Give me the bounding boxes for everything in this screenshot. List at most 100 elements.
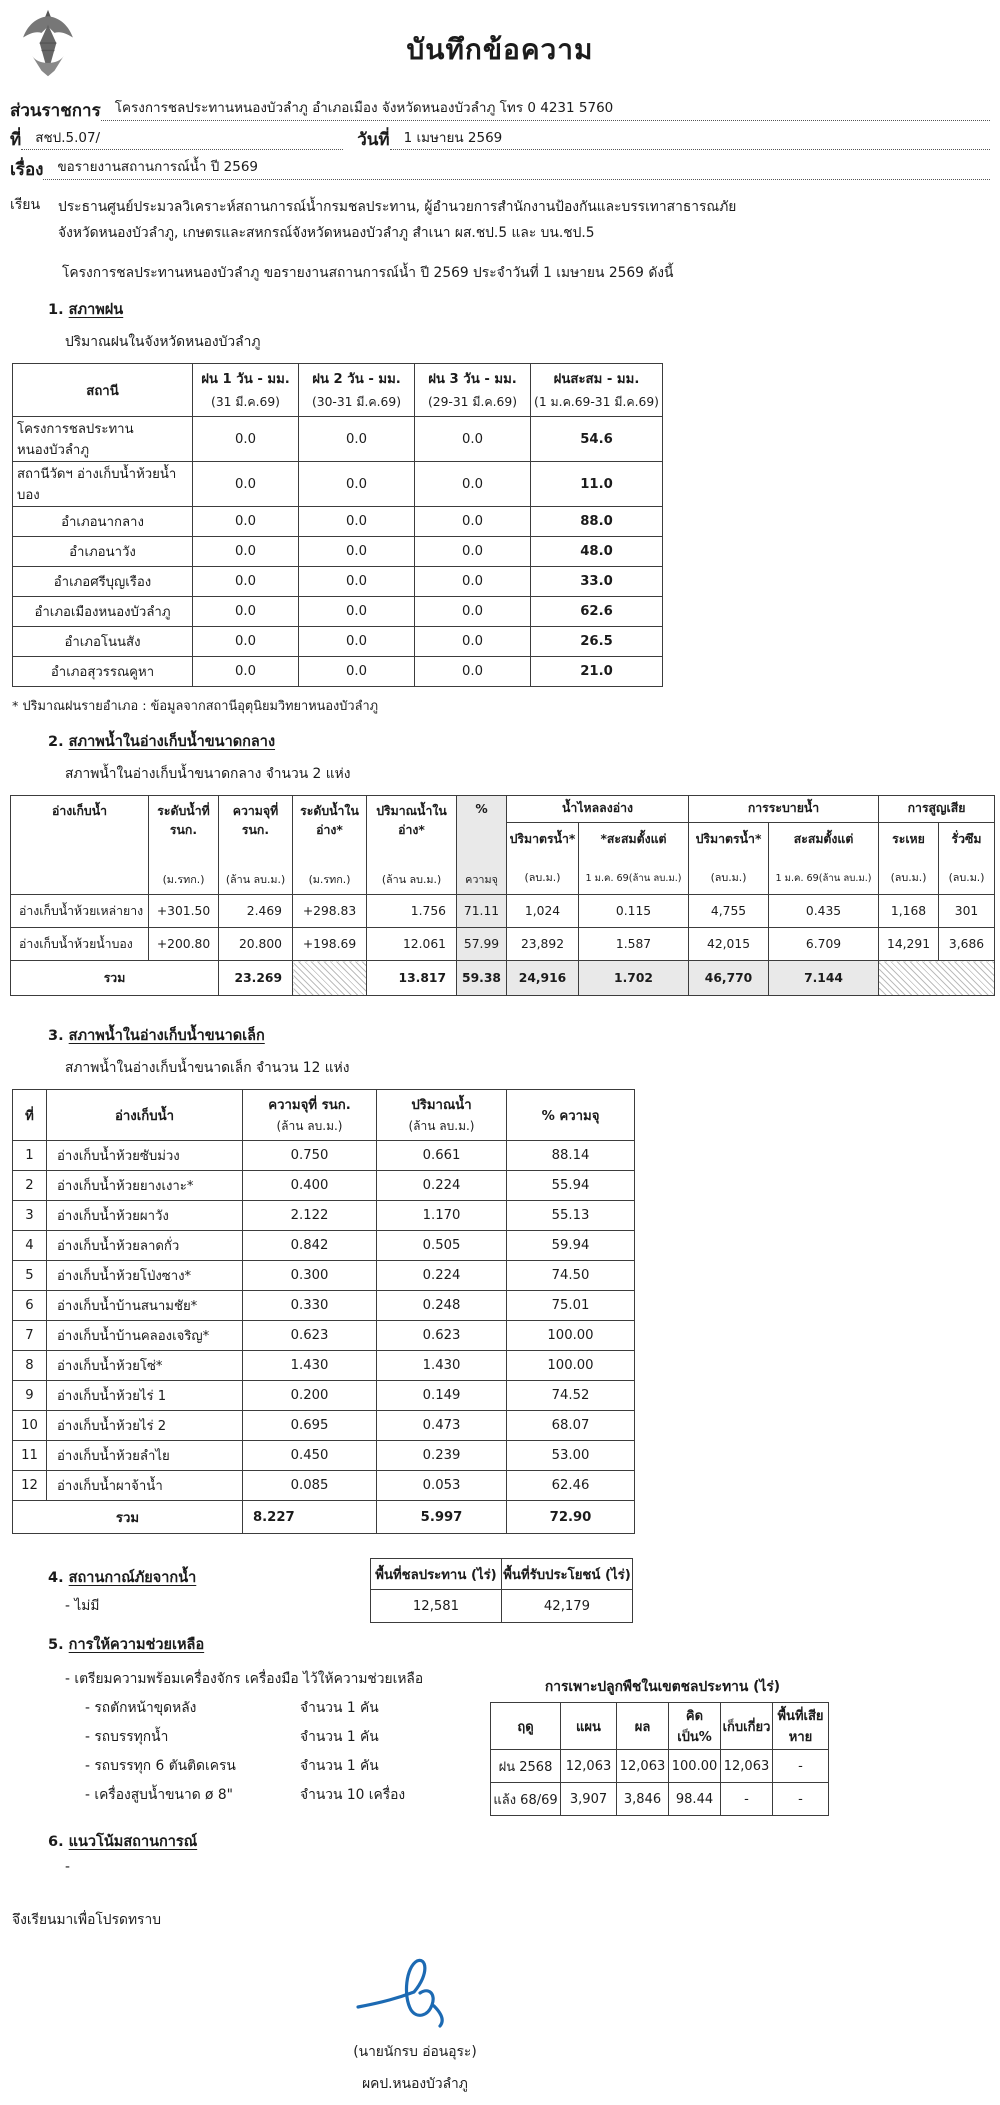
planting-row: แล้ง 68/69 3,907 3,846 98.44- -	[490, 1782, 829, 1817]
cell: 0.248	[376, 1290, 507, 1322]
small-reservoir-row: 9 อ่างเก็บน้ำห้วยไร่ 1 0.200 0.149 74.52	[12, 1380, 635, 1412]
small-reservoir-row: 6 อ่างเก็บน้ำบ้านสนามชัย* 0.330 0.248 75.01	[12, 1290, 635, 1322]
small-col-volume: ปริมาณน้ำ (ล้าน ลบ.ม.)	[376, 1089, 507, 1142]
cell: 0.473	[376, 1410, 507, 1442]
area-table-header-row: พื้นที่ชลประทาน (ไร่) พื้นที่รับประโยชน์…	[370, 1558, 633, 1591]
cell: 0.0	[414, 506, 531, 538]
agency-label: ส่วนราชการ	[10, 100, 101, 121]
section2-number: 2.	[48, 734, 64, 751]
rain-table-row: อำเภอนากลาง 0.0 0.0 0.0 88.0	[12, 506, 663, 538]
cell: 21.0	[530, 656, 663, 688]
hatched-cell	[878, 960, 996, 997]
small-reservoir-row: 11 อ่างเก็บน้ำห้วยลำไย 0.450 0.239 53.00	[12, 1440, 635, 1472]
medium-reservoir-row: อ่างเก็บน้ำห้วยน้ำบอง +200.80 20.800 +198.6…	[10, 927, 996, 962]
cell: 54.6	[530, 416, 663, 463]
cell: 0.450	[242, 1440, 377, 1472]
cell: +200.80	[148, 927, 219, 962]
cell: 0.505	[376, 1230, 507, 1262]
cell: แล้ง 68/69	[490, 1782, 561, 1817]
cell: 55.94	[506, 1170, 635, 1202]
section2-title: สภาพน้ำในอ่างเก็บน้ำขนาดกลาง	[68, 734, 276, 751]
equipment-qty: จำนวน 1 คัน	[300, 1729, 379, 1746]
cell: 48.0	[530, 536, 663, 568]
cell: 0.0	[192, 626, 299, 658]
cell: 1.430	[376, 1350, 507, 1382]
cell: ฝน 2568	[490, 1749, 561, 1784]
cell: 0.0	[298, 506, 415, 538]
cell: 1,168	[878, 894, 940, 929]
cell: อ่างเก็บน้ำห้วยน้ำบอง	[10, 927, 149, 962]
subject-value: ขอรายงานสถานการณ์น้ำ ปี 2569	[43, 159, 990, 180]
medium-total-label: รวม	[10, 960, 219, 997]
section5-left: - เตรียมความพร้อมเครื่องจักร เครื่องมือ …	[10, 1662, 490, 1816]
rain-table-row: อำเภอนาวัง 0.0 0.0 0.0 48.0	[12, 536, 663, 568]
med-col-discharge-vol: ปริมาตรน้ำ* (ลบ.ม.)	[688, 821, 770, 896]
cell: 20.800	[218, 927, 293, 962]
cell: 3,907	[560, 1782, 617, 1817]
med-group-loss: การสูญเสีย	[878, 795, 996, 823]
cell: 0.0	[414, 566, 531, 598]
cell: อ่างเก็บน้ำห้วยโซ่*	[46, 1350, 243, 1382]
cell: 6.709	[768, 927, 880, 962]
cell: 0.0	[414, 626, 531, 658]
cell: 2.122	[242, 1200, 377, 1232]
equipment-name: - รถตักหน้าขุดหลัง	[85, 1700, 197, 1717]
date-value: 1 เมษายน 2569	[389, 130, 990, 151]
planting-header-row: ฤดู แผน ผล คิดเป็น% เก็บเกี่ยว พื้นที่เส…	[490, 1702, 829, 1751]
cell: สถานีวัดฯ อ่างเก็บน้ำห้วยน้ำบอง	[12, 461, 193, 508]
equipment-item: - รถบรรทุก 6 ตันติดเครน จำนวน 1 คัน	[85, 1755, 490, 1777]
plant-col-plan: แผน	[560, 1702, 617, 1751]
cell: 0.224	[376, 1260, 507, 1292]
cell: อำเภอสุวรรณคูหา	[12, 656, 193, 688]
cell: อ่างเก็บน้ำบ้านสนามชัย*	[46, 1290, 243, 1322]
area-irrigated-value: 12,581	[370, 1589, 502, 1624]
cell: 55.13	[506, 1200, 635, 1232]
area-benefit-value: 42,179	[501, 1589, 633, 1624]
cell: 98.44	[668, 1782, 721, 1817]
cell: 5	[12, 1260, 47, 1292]
cell: 12	[12, 1470, 47, 1502]
to-label: เรียน	[10, 196, 41, 213]
cell: 0.053	[376, 1470, 507, 1502]
cell: 1,024	[506, 894, 579, 929]
cell: โครงการชลประทานหนองบัวลำภู	[12, 416, 193, 463]
cell: อ่างเก็บน้ำห้วยไร่ 1	[46, 1380, 243, 1412]
medium-reservoir-row: อ่างเก็บน้ำห้วยเหล่ายาง +301.50 2.469 +298.…	[10, 894, 996, 929]
small-col-capacity: ความจุที่ รนก. (ล้าน ลบ.ม.)	[242, 1089, 377, 1142]
signer-name: (นายนักรบ อ่อนอุระ)	[353, 2044, 477, 2061]
section1-heading: 1. สภาพฝน	[48, 298, 990, 321]
small-col-percent: % ความจุ	[506, 1089, 635, 1142]
equipment-name: - รถบรรทุก 6 ตันติดเครน	[85, 1758, 236, 1775]
med-col-inflow-vol: ปริมาตรน้ำ* (ลบ.ม.)	[506, 821, 579, 896]
cell: 0.0	[298, 461, 415, 508]
cell: -	[720, 1782, 773, 1817]
cell: 12,063	[616, 1749, 669, 1784]
area-table-value-row: 12,581 42,179	[370, 1589, 633, 1624]
section5-block: - เตรียมความพร้อมเครื่องจักร เครื่องมือ …	[10, 1662, 990, 1817]
cell: 0.0	[414, 656, 531, 688]
cell: 1.756	[366, 894, 457, 929]
small-total-label: รวม	[12, 1500, 243, 1535]
area-col-benefit: พื้นที่รับประโยชน์ (ไร่)	[501, 1558, 633, 1591]
cell: อ่างเก็บน้ำห้วยไร่ 2	[46, 1410, 243, 1442]
cell: อ่างเก็บน้ำห้วยลำไย	[46, 1440, 243, 1472]
section2-heading: 2. สภาพน้ำในอ่างเก็บน้ำขนาดกลาง	[48, 730, 990, 753]
area-col-irrigated: พื้นที่ชลประทาน (ไร่)	[370, 1558, 502, 1591]
cell: -	[772, 1782, 829, 1817]
cell: อ่างเก็บน้ำห้วยโป่งซาง*	[46, 1260, 243, 1292]
section1-subheading: ปริมาณฝนในจังหวัดหนองบัวลำภู	[65, 334, 261, 351]
cell: 0.0	[414, 596, 531, 628]
section6-item: -	[65, 1859, 70, 1876]
cell: 0.0	[414, 536, 531, 568]
cell: 53.00	[506, 1440, 635, 1472]
cell: 14,291	[878, 927, 940, 962]
med-col-percent: % ความจุ	[456, 795, 507, 896]
cell: 0.0	[192, 536, 299, 568]
section1-number: 1.	[48, 302, 64, 319]
cell: 0.623	[242, 1320, 377, 1352]
cell: 9	[12, 1380, 47, 1412]
cell: 0.0	[192, 596, 299, 628]
cell: อ่างเก็บน้ำห้วยซับม่วง	[46, 1140, 243, 1172]
hatched-cell	[292, 960, 367, 997]
cell: 11.0	[530, 461, 663, 508]
